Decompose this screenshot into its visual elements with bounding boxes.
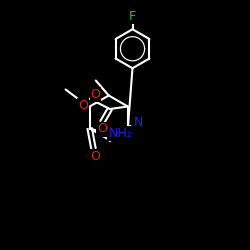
Text: O: O [97, 122, 107, 136]
Text: O: O [90, 88, 101, 102]
Text: O: O [78, 99, 88, 112]
Text: N: N [134, 116, 143, 130]
Text: F: F [129, 10, 136, 23]
Text: O: O [90, 150, 100, 162]
Text: NH₂: NH₂ [108, 127, 132, 140]
